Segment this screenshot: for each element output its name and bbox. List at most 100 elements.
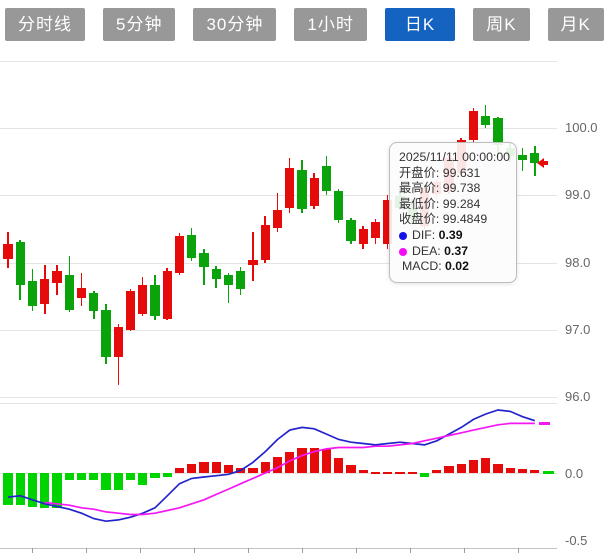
- dea-dot-icon: [399, 247, 407, 256]
- candle-body: [481, 116, 491, 126]
- candle-body: [272, 209, 283, 228]
- tab-日K[interactable]: 日K: [384, 8, 456, 41]
- macd-bar: [272, 456, 283, 473]
- tooltip-high-row: 最高价: 99.738: [399, 181, 512, 197]
- macd-bar: [187, 463, 197, 473]
- tooltip-close-row: 收盘价: 99.4849: [399, 212, 512, 228]
- candle-body: [15, 242, 25, 285]
- macd-axis-marker: [543, 471, 554, 475]
- candle-body: [468, 111, 479, 141]
- candle-body: [370, 222, 381, 238]
- dif-value: 0.39: [438, 227, 463, 242]
- high-value: 99.738: [442, 181, 481, 196]
- tooltip-macd-row: MACD: 0.02: [399, 259, 512, 275]
- macd-bar: [493, 463, 503, 473]
- macd-bar: [321, 448, 332, 473]
- dea-axis-marker: [539, 421, 550, 425]
- macd-bar: [174, 467, 185, 473]
- macd-bar: [162, 473, 172, 477]
- macd-bar: [358, 470, 368, 473]
- open-value: 99.631: [442, 165, 481, 180]
- macd-bar: [346, 465, 356, 473]
- tab-月K[interactable]: 月K: [547, 8, 604, 41]
- candle-wick: [252, 232, 254, 282]
- dea-label: DEA:: [412, 243, 441, 258]
- last-price-marker: [537, 157, 548, 168]
- macd-bar: [113, 473, 123, 491]
- tab-5分钟[interactable]: 5分钟: [103, 8, 176, 41]
- macd-bar: [211, 462, 221, 473]
- candle-body: [297, 169, 307, 210]
- tab-1小时[interactable]: 1小时: [294, 8, 367, 41]
- candle-body: [174, 235, 185, 273]
- candle-body: [89, 292, 99, 311]
- macd-bar: [3, 473, 13, 506]
- macd-bar: [27, 473, 38, 507]
- candle-body: [211, 269, 221, 280]
- price-gridline: [0, 329, 557, 331]
- macd-bar: [150, 473, 160, 479]
- candle-body: [64, 274, 74, 310]
- macd-bar: [89, 473, 99, 480]
- macd-axis-label: 0.0: [565, 466, 584, 481]
- candle-body: [3, 243, 13, 260]
- candle-body: [358, 229, 368, 244]
- candle-body: [285, 167, 295, 209]
- dif-dot-icon: [399, 231, 407, 240]
- candle-body: [346, 219, 356, 242]
- macd-bar: [15, 473, 25, 506]
- low-label: 最低价:: [399, 196, 440, 211]
- macd-bar: [370, 471, 381, 474]
- price-axis-label: 99.0: [565, 187, 591, 203]
- candle-body: [530, 153, 540, 163]
- macd-bar: [101, 473, 111, 491]
- low-value: 99.284: [442, 196, 481, 211]
- macd-bar: [125, 473, 136, 480]
- candle-body: [383, 200, 393, 244]
- close-value: 99.4849: [442, 212, 488, 227]
- macd-bar: [285, 451, 295, 473]
- candle-body: [138, 285, 148, 315]
- high-label: 最高价:: [399, 181, 440, 196]
- macd-pane-separator: [0, 403, 557, 404]
- tooltip-low-row: 最低价: 99.284: [399, 197, 512, 213]
- macd-bar: [419, 473, 430, 477]
- macd-bar: [309, 447, 319, 473]
- macd-bar: [199, 462, 209, 473]
- candle-body: [125, 290, 136, 330]
- macd-bar: [248, 467, 258, 473]
- price-axis-label: 97.0: [565, 321, 591, 337]
- macd-bar: [444, 466, 454, 473]
- tooltip-dea-row: DEA: 0.37: [399, 244, 512, 260]
- tab-周K[interactable]: 周K: [473, 8, 530, 41]
- macd-bar: [505, 467, 515, 473]
- tab-30分钟[interactable]: 30分钟: [193, 8, 277, 41]
- macd-bar: [468, 459, 479, 473]
- tab-分时线[interactable]: 分时线: [5, 8, 85, 41]
- tooltip-open-row: 开盘价: 99.631: [399, 166, 512, 182]
- macd-bar: [530, 470, 540, 473]
- macd-bar: [223, 465, 234, 473]
- candle-body: [334, 190, 344, 220]
- candle-body: [52, 270, 62, 283]
- candle-body: [223, 275, 234, 286]
- macd-bar: [236, 467, 246, 473]
- price-gridline: [0, 195, 557, 197]
- x-axis-line: [0, 548, 557, 549]
- macd-bar: [138, 473, 148, 486]
- macd-bar: [383, 471, 393, 474]
- price-axis-label: 96.0: [565, 389, 591, 404]
- candle-body: [248, 259, 258, 266]
- macd-bar: [334, 458, 344, 473]
- candle-body: [187, 235, 197, 258]
- candle-body: [309, 177, 319, 207]
- price-gridline: [0, 61, 557, 62]
- macd-axis-label: -0.5: [565, 533, 588, 548]
- candle-body: [27, 280, 38, 306]
- price-gridline: [0, 397, 557, 398]
- price-axis-label: 98.0: [565, 254, 591, 270]
- candle-body: [199, 252, 209, 268]
- candle-body: [150, 285, 160, 317]
- dea-value: 0.37: [444, 243, 469, 258]
